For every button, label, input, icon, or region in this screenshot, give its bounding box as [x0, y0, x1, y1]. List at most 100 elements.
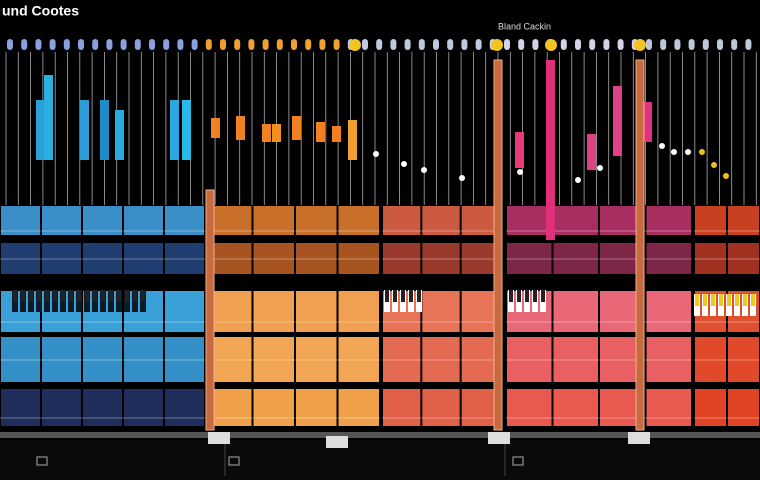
- channel-cell: [695, 389, 726, 426]
- channel-cell: [211, 291, 252, 332]
- knob[interactable]: [49, 39, 56, 50]
- level-meter: [44, 75, 53, 160]
- knob[interactable]: [106, 39, 113, 50]
- channel-cell: [42, 389, 81, 426]
- channel-cell: [42, 206, 81, 235]
- indicator-dot: [421, 167, 427, 173]
- indicator-dot: [517, 169, 523, 175]
- knob-large[interactable]: [634, 39, 646, 51]
- key-top: [409, 290, 413, 302]
- channel-cell: [296, 337, 337, 382]
- channel-cell: [211, 337, 252, 382]
- knob[interactable]: [35, 39, 42, 50]
- channel-cell: [211, 243, 252, 274]
- key-top: [109, 290, 113, 302]
- fader-cap[interactable]: [326, 436, 348, 448]
- knob[interactable]: [134, 39, 141, 50]
- knob[interactable]: [120, 39, 127, 50]
- knob[interactable]: [177, 39, 184, 50]
- footer-control[interactable]: [36, 456, 48, 466]
- channel-cell: [383, 389, 421, 426]
- knob[interactable]: [646, 39, 652, 50]
- knob[interactable]: [717, 39, 723, 50]
- footer-control[interactable]: [228, 456, 240, 466]
- knob[interactable]: [7, 39, 13, 50]
- channel-cell: [728, 337, 759, 382]
- knob[interactable]: [603, 39, 610, 50]
- knob-large[interactable]: [349, 39, 361, 51]
- knob[interactable]: [404, 39, 411, 50]
- knob[interactable]: [262, 39, 269, 50]
- knob[interactable]: [518, 39, 525, 50]
- key-top: [21, 290, 25, 302]
- knob[interactable]: [205, 39, 212, 50]
- level-meter: [115, 110, 124, 160]
- channel-cell: [253, 243, 294, 274]
- key-top: [37, 290, 41, 302]
- knob[interactable]: [688, 39, 695, 50]
- channel-cell: [646, 291, 691, 332]
- knob[interactable]: [589, 39, 596, 50]
- knob[interactable]: [319, 39, 326, 50]
- footer-control[interactable]: [512, 456, 524, 466]
- knob[interactable]: [461, 39, 468, 50]
- knob[interactable]: [418, 39, 425, 50]
- fader-track[interactable]: [205, 189, 215, 431]
- knob[interactable]: [376, 39, 383, 50]
- knob[interactable]: [305, 39, 312, 50]
- key-top: [85, 290, 89, 302]
- knob[interactable]: [660, 39, 667, 50]
- key-top: [711, 294, 715, 306]
- knob[interactable]: [276, 39, 283, 50]
- knob[interactable]: [390, 39, 397, 50]
- channel-cell: [695, 206, 726, 235]
- channel-cell: [338, 243, 379, 274]
- knob[interactable]: [674, 39, 681, 50]
- knob[interactable]: [532, 39, 539, 50]
- key-top: [77, 290, 81, 302]
- key-top: [13, 290, 17, 302]
- fader-cap[interactable]: [488, 432, 510, 444]
- knob[interactable]: [92, 39, 99, 50]
- knob[interactable]: [731, 39, 738, 50]
- knob[interactable]: [617, 39, 624, 50]
- knob[interactable]: [362, 39, 368, 50]
- knob[interactable]: [745, 39, 752, 50]
- fader-track[interactable]: [493, 59, 503, 431]
- knob[interactable]: [234, 39, 241, 50]
- knob[interactable]: [149, 39, 155, 50]
- level-meter: [36, 100, 45, 160]
- level-meter: [348, 120, 357, 160]
- knob-large[interactable]: [545, 39, 557, 51]
- fader-cap[interactable]: [628, 432, 650, 444]
- mixer-body: [0, 39, 760, 480]
- key-top: [743, 294, 747, 306]
- knob[interactable]: [191, 39, 198, 50]
- fader-cap[interactable]: [208, 432, 230, 444]
- channel-cell: [296, 206, 337, 235]
- knob[interactable]: [78, 39, 84, 50]
- knob[interactable]: [433, 39, 439, 50]
- channel-cell: [461, 291, 499, 332]
- knob[interactable]: [220, 39, 226, 50]
- knob[interactable]: [504, 39, 510, 50]
- knob[interactable]: [291, 39, 297, 50]
- knob[interactable]: [575, 39, 581, 50]
- knob[interactable]: [475, 39, 482, 50]
- level-meter: [236, 116, 245, 140]
- knob[interactable]: [21, 39, 28, 50]
- knob[interactable]: [63, 39, 70, 50]
- channel-cell: [695, 243, 726, 274]
- knob[interactable]: [447, 39, 454, 50]
- knob[interactable]: [248, 39, 255, 50]
- channel-cell: [253, 337, 294, 382]
- knob-large[interactable]: [491, 39, 503, 51]
- knob[interactable]: [702, 39, 709, 50]
- indicator-dot: [597, 165, 603, 171]
- channel-cell: [124, 206, 163, 235]
- knob[interactable]: [333, 39, 340, 50]
- knob[interactable]: [163, 39, 170, 50]
- fader-track[interactable]: [635, 59, 645, 431]
- knob[interactable]: [560, 39, 567, 50]
